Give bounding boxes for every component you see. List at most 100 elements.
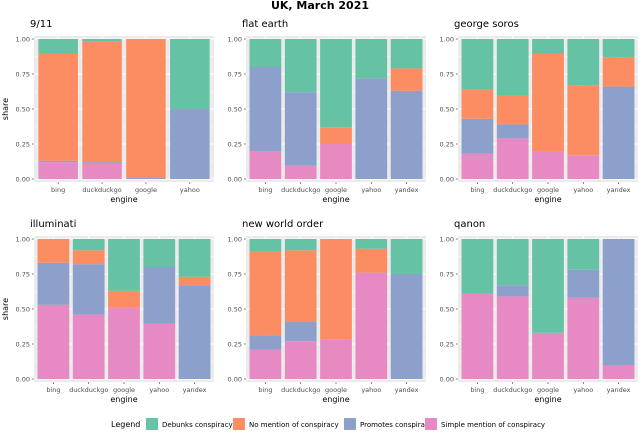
y-tick-label: 1.00	[440, 36, 454, 44]
bar-segment-simple-bing	[37, 304, 70, 379]
bar-segment-debunks-google	[532, 39, 564, 53]
bar-segment-debunks-bing	[461, 239, 494, 294]
x-tick-label: google	[113, 386, 135, 394]
bar-segment-nomention-yandex	[178, 276, 211, 286]
x-tick-label: yahoo	[573, 186, 593, 194]
bar-segment-nomention-duckduckgo	[284, 250, 317, 322]
x-tick-label: google	[325, 186, 347, 194]
bar-segment-nomention-google	[320, 239, 352, 340]
y-tick-label: 0.00	[440, 176, 454, 184]
x-axis-label: engine	[110, 395, 137, 404]
bar-segment-promotes-yahoo	[355, 78, 388, 179]
bar-segment-debunks-duckduckgo	[72, 239, 105, 251]
x-axis-label: engine	[322, 195, 349, 204]
y-tick-label: 0.00	[16, 176, 30, 184]
y-tick-label: 0.25	[228, 341, 242, 349]
legend-swatch	[344, 418, 356, 430]
panel-1: flat earth 0.00 0.25 0.50 0.75 1.00 bing duckdu…	[228, 19, 426, 204]
bar-segment-simple-bing	[249, 151, 282, 179]
y-tick-label: 0.25	[440, 141, 454, 149]
bar-segment-debunks-yahoo	[170, 39, 210, 109]
bar-segment-nomention-bing	[38, 53, 78, 161]
y-tick-label: 0.50	[228, 306, 242, 314]
panel-5: qanon 0.00 0.25 0.50 0.75 1.00 bing duckduckgo g…	[440, 219, 638, 404]
panel-title: george soros	[454, 19, 519, 30]
bar-segment-promotes-duckduckgo	[284, 321, 317, 342]
x-tick-label: google	[135, 186, 157, 194]
bar-segment-nomention-google	[532, 53, 564, 151]
bar-segment-debunks-yandex	[178, 239, 211, 277]
x-tick-label: yahoo	[180, 186, 200, 194]
y-tick-label: 0.50	[16, 106, 30, 114]
bar-segment-debunks-duckduckgo	[496, 39, 529, 95]
y-tick-label: 0.25	[440, 341, 454, 349]
x-tick-label: google	[537, 186, 559, 194]
x-tick-label: bing	[258, 186, 272, 194]
bar-segment-simple-duckduckgo	[496, 138, 529, 179]
legend-swatch	[233, 418, 245, 430]
y-tick-label: 1.00	[16, 236, 30, 244]
y-tick-label: 0.50	[16, 306, 30, 314]
y-tick-label: 0.25	[16, 141, 30, 149]
bar-segment-simple-bing	[249, 349, 282, 379]
x-axis-label: engine	[534, 195, 561, 204]
y-tick-label: 0.25	[228, 141, 242, 149]
x-tick-label: google	[325, 386, 347, 394]
x-tick-label: duckduckgo	[493, 186, 532, 194]
panel-2: george soros 0.00 0.25 0.50 0.75 1.00 bing duck…	[440, 19, 638, 204]
bar-segment-simple-duckduckgo	[284, 165, 317, 179]
x-tick-label: bing	[51, 186, 65, 194]
bar-segment-debunks-yahoo	[143, 239, 176, 267]
y-tick-label: 1.00	[16, 36, 30, 44]
x-tick-label: bing	[470, 386, 484, 394]
x-tick-label: yahoo	[361, 386, 381, 394]
y-tick-label: 1.00	[228, 36, 242, 44]
bar-segment-promotes-duckduckgo	[284, 92, 317, 165]
x-tick-label: yandex	[395, 186, 419, 194]
legend-label: Promotes conspiracy	[360, 421, 433, 429]
x-tick-label: google	[537, 386, 559, 394]
bar-segment-debunks-yahoo	[355, 239, 388, 249]
bar-segment-debunks-google	[532, 239, 564, 333]
figure-title: UK, March 2021	[271, 0, 369, 12]
bar-segment-promotes-bing	[37, 262, 70, 305]
bar-segment-promotes-yandex	[390, 274, 423, 379]
bar-segment-debunks-duckduckgo	[284, 239, 317, 251]
bar-segment-simple-google	[108, 307, 140, 379]
y-tick-label: 0.50	[228, 106, 242, 114]
bar-segment-debunks-yandex	[390, 239, 423, 274]
x-tick-label: yandex	[395, 386, 419, 394]
y-tick-label: 0.75	[16, 71, 30, 79]
bar-segment-debunks-duckduckgo	[496, 239, 529, 286]
x-tick-label: duckduckgo	[281, 386, 320, 394]
bar-segment-nomention-yandex	[602, 57, 635, 87]
bar-segment-simple-google	[532, 332, 564, 379]
bar-segment-debunks-google	[320, 39, 352, 128]
bar-segment-debunks-yahoo	[567, 39, 600, 86]
bar-segment-simple-duckduckgo	[284, 341, 317, 379]
bar-segment-debunks-duckduckgo	[284, 39, 317, 93]
bar-segment-promotes-bing	[38, 160, 78, 163]
bar-segment-simple-google	[532, 151, 564, 179]
y-tick-label: 0.50	[440, 106, 454, 114]
bar-segment-promotes-yahoo	[170, 109, 210, 179]
y-tick-label: 0.75	[440, 271, 454, 279]
x-tick-label: yandex	[183, 386, 207, 394]
bar-segment-nomention-duckduckgo	[496, 95, 529, 125]
bar-segment-debunks-yandex	[390, 39, 423, 69]
x-tick-label: bing	[470, 186, 484, 194]
facet-panels: 9/11 0.00 0.25 0.50 0.75 1.00 bing duckduckgo go…	[1, 19, 638, 404]
bar-segment-simple-duckduckgo	[496, 296, 529, 379]
x-axis-label: engine	[322, 395, 349, 404]
legend-label: Debunks conspiracy	[162, 421, 233, 429]
y-axis-label: share	[1, 98, 10, 120]
bar-segment-debunks-yahoo	[567, 239, 600, 270]
panel-title: 9/11	[30, 19, 52, 30]
panel-title: new world order	[242, 219, 324, 230]
bar-segment-nomention-yahoo	[355, 248, 388, 273]
y-tick-label: 0.75	[440, 71, 454, 79]
y-tick-label: 0.75	[16, 271, 30, 279]
y-axis-label: share	[1, 298, 10, 320]
legend-swatch	[146, 418, 158, 430]
bar-segment-debunks-bing	[461, 39, 494, 90]
